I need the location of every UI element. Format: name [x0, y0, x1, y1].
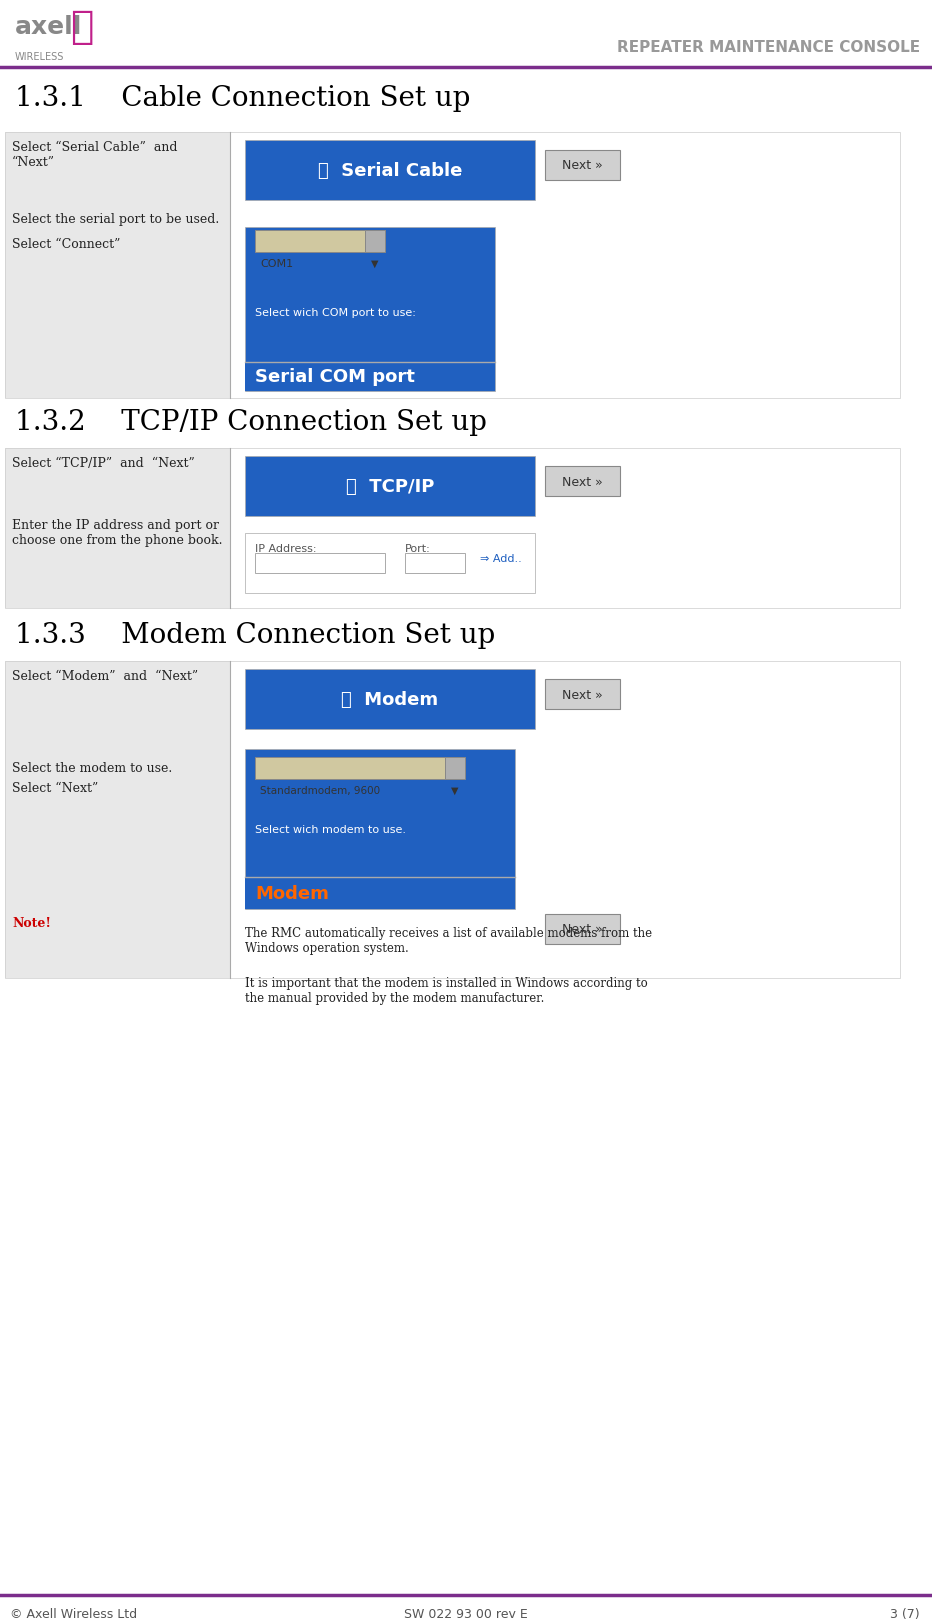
Text: Modem: Modem: [255, 885, 329, 902]
Text: REPEATER MAINTENANCE CONSOLE: REPEATER MAINTENANCE CONSOLE: [617, 41, 920, 55]
Text: Enter the IP address and port or
choose one from the phone book.: Enter the IP address and port or choose …: [12, 519, 223, 547]
Text: Select the serial port to be used.: Select the serial port to be used.: [12, 213, 219, 226]
Text: 📞  Modem: 📞 Modem: [341, 691, 439, 709]
Bar: [245, 458, 535, 518]
Bar: [245, 362, 495, 393]
Text: Next »: Next »: [562, 159, 603, 172]
Text: SW 022 93 00 rev E: SW 022 93 00 rev E: [404, 1607, 528, 1620]
Text: Note!: Note!: [12, 915, 51, 930]
Bar: [545, 467, 620, 497]
Text: Select “Connect”: Select “Connect”: [12, 237, 120, 250]
Bar: [245, 878, 515, 909]
Bar: [245, 750, 515, 909]
Bar: [245, 670, 535, 730]
Bar: [245, 227, 495, 393]
Bar: [545, 914, 620, 945]
Text: 3 (7): 3 (7): [890, 1607, 920, 1620]
Bar: [5, 450, 900, 609]
Text: 🖥  TCP/IP: 🖥 TCP/IP: [346, 479, 434, 497]
Text: ▼: ▼: [371, 258, 378, 268]
Text: Select “Serial Cable”  and
“Next”: Select “Serial Cable” and “Next”: [12, 141, 177, 169]
Text: WIRELESS: WIRELESS: [15, 52, 64, 62]
Bar: [545, 680, 620, 709]
Text: COM1: COM1: [260, 258, 294, 268]
Text: Next »: Next »: [562, 922, 603, 935]
Bar: [5, 662, 900, 979]
Bar: [405, 553, 465, 575]
Text: The RMC automatically receives a list of available modems from the
Windows opera: The RMC automatically receives a list of…: [245, 927, 652, 954]
Bar: [5, 662, 230, 979]
Bar: [255, 553, 385, 575]
Text: IP Address:: IP Address:: [255, 544, 317, 553]
Bar: [245, 534, 535, 594]
Text: 🔌  Serial Cable: 🔌 Serial Cable: [318, 162, 462, 180]
Text: axell: axell: [15, 15, 82, 39]
Text: Select “Next”: Select “Next”: [12, 781, 98, 794]
Text: Next »: Next »: [562, 476, 603, 489]
Text: It is important that the modem is installed in Windows according to
the manual p: It is important that the modem is instal…: [245, 975, 648, 1005]
Bar: [445, 758, 465, 779]
Text: Next »: Next »: [562, 688, 603, 701]
Bar: [5, 133, 900, 399]
Text: Select “Modem”  and  “Next”: Select “Modem” and “Next”: [12, 670, 199, 683]
Bar: [255, 230, 365, 253]
Text: 》: 》: [70, 8, 93, 45]
Bar: [5, 450, 230, 609]
Text: Standardmodem, 9600: Standardmodem, 9600: [260, 786, 380, 795]
Text: © Axell Wireless Ltd: © Axell Wireless Ltd: [10, 1607, 137, 1620]
Bar: [245, 141, 535, 201]
Bar: [5, 133, 230, 399]
Text: 1.3.2    TCP/IP Connection Set up: 1.3.2 TCP/IP Connection Set up: [15, 409, 487, 437]
Text: 1.3.1    Cable Connection Set up: 1.3.1 Cable Connection Set up: [15, 84, 471, 112]
Text: ⇒ Add..: ⇒ Add..: [480, 553, 522, 563]
Text: Select “TCP/IP”  and  “Next”: Select “TCP/IP” and “Next”: [12, 458, 195, 471]
Text: ▼: ▼: [451, 786, 459, 795]
Text: Select wich modem to use.: Select wich modem to use.: [255, 824, 406, 834]
Text: Select the modem to use.: Select the modem to use.: [12, 761, 172, 774]
Bar: [545, 151, 620, 180]
Bar: [255, 758, 445, 779]
Text: Serial COM port: Serial COM port: [255, 368, 415, 386]
Bar: [365, 230, 385, 253]
Text: 1.3.3    Modem Connection Set up: 1.3.3 Modem Connection Set up: [15, 622, 495, 649]
Text: Port:: Port:: [405, 544, 431, 553]
Text: Select wich COM port to use:: Select wich COM port to use:: [255, 307, 416, 318]
